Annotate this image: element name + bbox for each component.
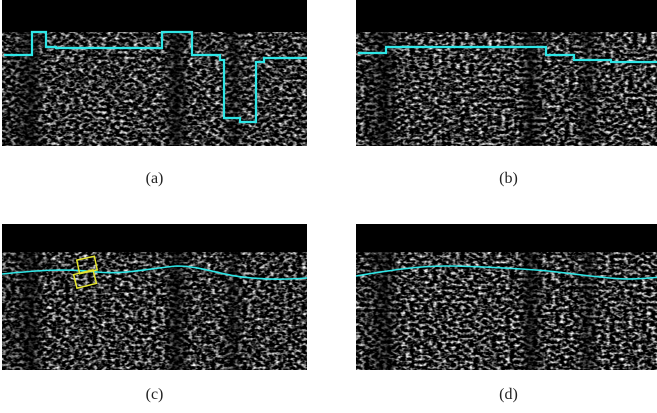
contour-c xyxy=(2,265,307,280)
contour-b xyxy=(358,45,657,64)
caption-a: (a) xyxy=(145,170,164,187)
caption-b: (b) xyxy=(499,170,518,187)
ultrasound-panel-c xyxy=(2,224,307,370)
panel-d-image xyxy=(356,224,657,370)
ultrasound-panel-b xyxy=(356,0,657,146)
caption-d: (d) xyxy=(499,386,518,403)
contour-a xyxy=(4,30,307,124)
ultrasound-panel-d xyxy=(356,224,657,370)
contour-d xyxy=(356,265,657,280)
caption-c: (c) xyxy=(145,386,164,403)
panel-b-image xyxy=(356,0,657,146)
panel-a-image xyxy=(2,0,307,146)
search-boxes xyxy=(72,255,99,290)
ultrasound-panel-a xyxy=(2,0,307,146)
panel-c-image xyxy=(2,224,307,370)
